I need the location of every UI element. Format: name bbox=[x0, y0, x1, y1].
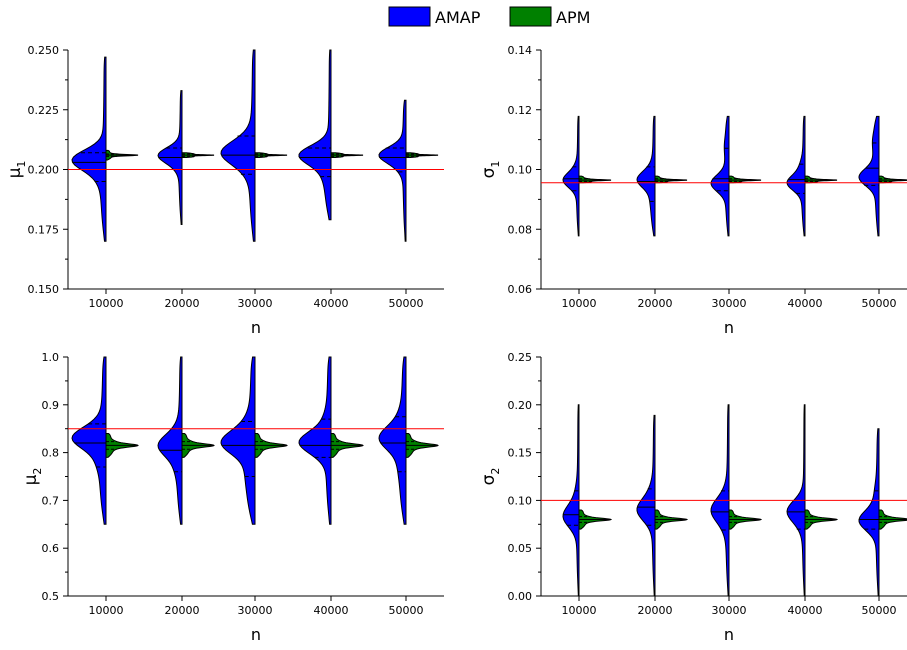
y-axis-label-subscript: 2 bbox=[31, 468, 44, 475]
violin-apm-10000 bbox=[578, 175, 612, 184]
y-axis-label-subscript: 1 bbox=[489, 161, 502, 168]
y-tick-label: 0.06 bbox=[508, 283, 533, 296]
x-tick-label: 40000 bbox=[788, 297, 823, 310]
violin-amap-50000 bbox=[858, 428, 880, 597]
y-axis-label-symbol: μ bbox=[5, 167, 25, 178]
y-axis-label: σ1 bbox=[479, 161, 502, 179]
violin-amap-30000 bbox=[220, 356, 256, 525]
violin-amap-30000 bbox=[710, 115, 730, 237]
panel-top-right: 0.06 0.08 0.10 0.12 0.14 10000 20000 30000 40000… bbox=[479, 44, 907, 337]
panel-top-left: 0.150 0.175 0.200 0.225 0.250 10000 20000 30000… bbox=[5, 44, 444, 337]
y-axis-label-symbol: μ bbox=[21, 474, 41, 485]
y-tick-label: 0.15 bbox=[508, 447, 533, 460]
y-tick-label: 0.150 bbox=[28, 283, 60, 296]
violin-amap-40000 bbox=[298, 356, 332, 525]
y-axis-label-subscript: 1 bbox=[15, 161, 28, 168]
y-tick-label: 0.10 bbox=[508, 164, 533, 177]
y-tick-label: 0.8 bbox=[42, 447, 60, 460]
y-tick-label: 0.12 bbox=[508, 104, 533, 117]
x-tick-label: 40000 bbox=[788, 604, 823, 617]
legend-swatch bbox=[388, 6, 431, 27]
x-tick-label: 10000 bbox=[89, 297, 124, 310]
y-axis-label: μ1 bbox=[5, 161, 28, 179]
legend-item-apm: APM bbox=[509, 6, 590, 27]
violin-amap-50000 bbox=[858, 115, 880, 237]
x-tick-label: 30000 bbox=[238, 297, 273, 310]
y-tick-label: 0.20 bbox=[508, 399, 533, 412]
violin-apm-20000 bbox=[654, 175, 688, 184]
violin-amap-50000 bbox=[378, 99, 407, 242]
x-tick-label: 30000 bbox=[712, 604, 747, 617]
violin-apm-40000 bbox=[804, 175, 838, 184]
x-tick-label: 50000 bbox=[389, 297, 424, 310]
x-tick-label: 40000 bbox=[314, 297, 349, 310]
x-tick-label: 10000 bbox=[89, 604, 124, 617]
panel-bottom-right: 0.00 0.05 0.10 0.15 0.20 0.25 10000 20000 30000 4… bbox=[479, 351, 907, 644]
violin-amap-10000 bbox=[71, 356, 107, 525]
x-axis-label: n bbox=[724, 318, 734, 337]
panel-bottom-left: 0.5 0.6 0.7 0.8 0.9 1.0 10000 20000 30000 40000 50… bbox=[21, 351, 444, 644]
violin-amap-30000 bbox=[220, 49, 256, 242]
x-tick-label: 20000 bbox=[638, 604, 673, 617]
x-tick-label: 10000 bbox=[562, 297, 597, 310]
x-axis-label: n bbox=[251, 318, 261, 337]
x-axis-label: n bbox=[724, 625, 734, 644]
violin-amap-40000 bbox=[298, 49, 332, 221]
y-axis-label-subscript: 2 bbox=[489, 468, 502, 475]
violin-amap-50000 bbox=[378, 356, 407, 525]
y-tick-label: 0.14 bbox=[508, 44, 533, 57]
y-axis-label-symbol: σ bbox=[479, 167, 499, 178]
violin-amap-10000 bbox=[562, 115, 580, 237]
y-tick-label: 0.08 bbox=[508, 223, 533, 236]
y-tick-label: 0.05 bbox=[508, 542, 533, 555]
y-tick-label: 0.225 bbox=[28, 104, 60, 117]
y-tick-label: 0.25 bbox=[508, 351, 533, 364]
legend-item-amap: AMAP bbox=[388, 6, 481, 27]
y-tick-label: 0.250 bbox=[28, 44, 60, 57]
y-tick-label: 0.175 bbox=[28, 223, 60, 236]
x-tick-label: 50000 bbox=[389, 604, 424, 617]
y-axis-label: σ2 bbox=[479, 468, 502, 486]
violin-amap-10000 bbox=[71, 56, 107, 242]
violin-apm-50000 bbox=[878, 175, 907, 184]
x-tick-label: 30000 bbox=[712, 297, 747, 310]
x-tick-label: 50000 bbox=[862, 604, 897, 617]
y-tick-label: 0.200 bbox=[28, 164, 60, 177]
y-tick-label: 0.00 bbox=[508, 590, 533, 603]
violin-apm-30000 bbox=[728, 175, 762, 184]
legend: AMAP APM bbox=[388, 6, 590, 27]
y-tick-label: 0.5 bbox=[42, 590, 60, 603]
x-tick-label: 20000 bbox=[165, 604, 200, 617]
panels: 0.150 0.175 0.200 0.225 0.250 10000 20000 30000… bbox=[5, 44, 907, 644]
x-tick-label: 30000 bbox=[238, 604, 273, 617]
legend-swatch bbox=[509, 6, 552, 27]
x-axis-label: n bbox=[251, 625, 261, 644]
x-tick-label: 40000 bbox=[314, 604, 349, 617]
x-tick-label: 20000 bbox=[638, 297, 673, 310]
y-tick-label: 0.6 bbox=[42, 542, 60, 555]
x-tick-label: 50000 bbox=[862, 297, 897, 310]
violin-amap-40000 bbox=[786, 115, 806, 237]
y-axis-label-symbol: σ bbox=[479, 474, 499, 485]
violin-amap-20000 bbox=[636, 115, 656, 237]
x-tick-label: 10000 bbox=[562, 604, 597, 617]
y-tick-label: 0.9 bbox=[42, 399, 60, 412]
violin-amap-20000 bbox=[636, 414, 656, 597]
y-tick-label: 1.0 bbox=[42, 351, 60, 364]
y-tick-label: 0.10 bbox=[508, 494, 533, 507]
legend-label: APM bbox=[556, 8, 590, 27]
violin-amap-20000 bbox=[157, 356, 183, 525]
y-tick-label: 0.7 bbox=[42, 494, 60, 507]
x-tick-label: 20000 bbox=[165, 297, 200, 310]
legend-label: AMAP bbox=[435, 8, 481, 27]
y-axis-label: μ2 bbox=[21, 468, 44, 486]
